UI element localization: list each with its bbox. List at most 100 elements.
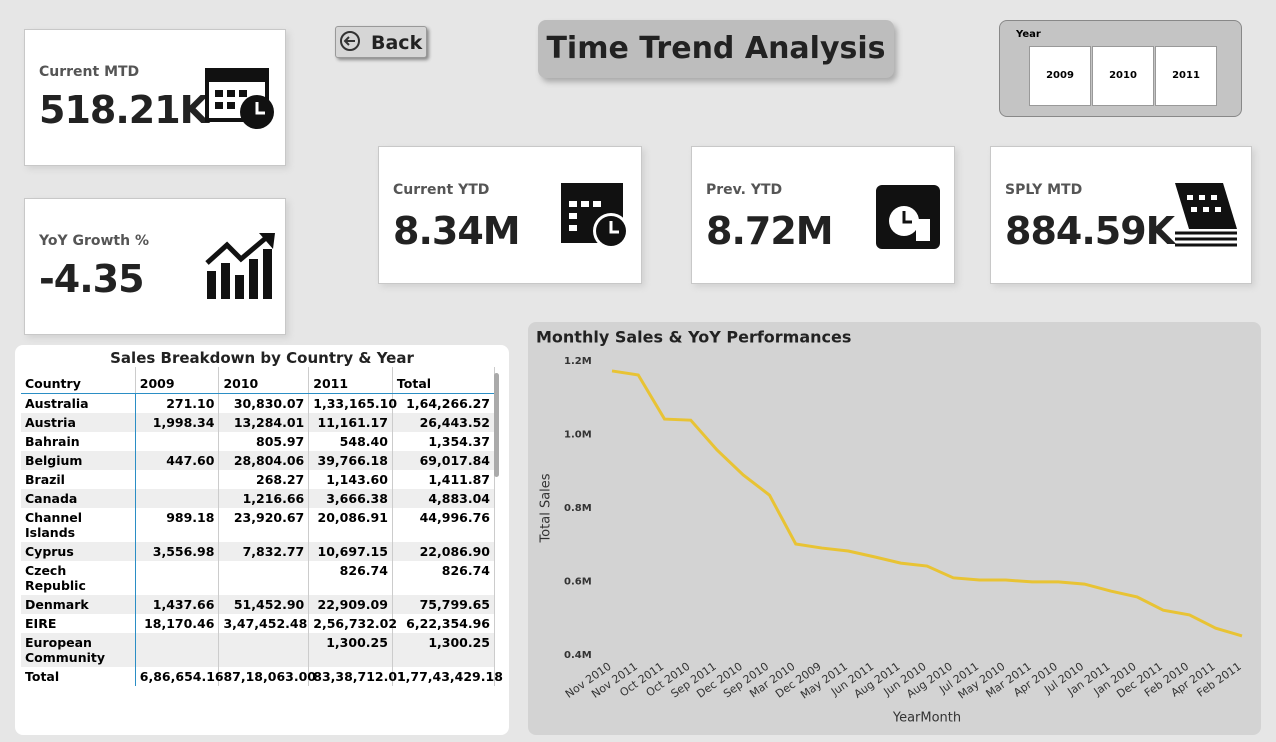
table-cell: 7,832.77 [218,542,310,561]
table-cell: 1,354.37 [392,432,496,451]
table-title: Sales Breakdown by Country & Year [110,349,414,367]
table-cell: 805.97 [218,432,310,451]
table-cell: 1,33,165.10 [308,393,397,413]
hourglass-icon [876,185,940,249]
table-cell: 18,170.46 [135,614,220,633]
slicer-option[interactable]: 2011 [1155,46,1217,106]
column-header: 2011 [308,367,393,394]
table-cell: 1,300.25 [308,633,393,667]
table-cell: 3,556.98 [135,542,220,561]
y-axis-label: Total Sales [539,473,554,543]
table-cell: 1,411.87 [392,470,496,489]
table-cell: 447.60 [135,451,220,470]
table-cell: Channel Islands [21,508,136,542]
table-cell: 1,300.25 [392,633,496,667]
total-cell: 1,77,43,429.18 [392,667,503,686]
back-button[interactable]: Back [335,26,427,58]
total-row: Total 6,86,654.16 87,18,063.00 83,38,712.01… [21,667,503,686]
table-cell [135,432,220,451]
table-cell [218,633,310,667]
table-row: EIRE 18,170.46 3,47,452.48 2,56,732.02 6,22,… [21,614,496,633]
y-tick-label: 1.0M [564,430,592,441]
year-slicer: Year 2009 2010 2011 [999,20,1242,117]
table-row: Denmark 1,437.66 51,452.90 22,909.09 75,799.… [21,595,496,614]
table-cell: 4,883.04 [392,489,496,508]
back-icon [340,31,360,51]
calendar-icon [205,68,274,129]
slicer-option[interactable]: 2009 [1029,46,1091,106]
table-cell: 826.74 [308,561,393,595]
table-cell: 548.40 [308,432,393,451]
table-cell: 20,086.91 [308,508,393,542]
kpi-card: YoY Growth % -4.35 [24,198,286,335]
table-cell: EIRE [21,614,136,633]
kpi-label: Current YTD [393,182,490,198]
table-panel: Sales Breakdown by Country & Year Countr… [15,345,509,735]
table-cell: 826.74 [392,561,496,595]
table-row: Austria 1,998.34 13,284.01 11,161.17 26,443.… [21,413,496,432]
growth-icon [205,233,275,299]
table-row: Bahrain 805.97 548.40 1,354.37 [21,432,496,451]
table-cell: Denmark [21,595,136,614]
table-cell: Belgium [21,451,136,470]
table-cell: 10,697.15 [308,542,393,561]
table-cell: 30,830.07 [218,393,310,413]
kpi-value: 884.59K [1005,209,1175,253]
table-cell: 271.10 [135,393,220,413]
kpi-label: SPLY MTD [1005,182,1083,198]
table-cell: 75,799.65 [392,595,496,614]
total-cell: 6,86,654.16 [135,667,224,686]
back-label: Back [371,32,423,54]
table-cell: 13,284.01 [218,413,310,432]
table-row: Channel Islands 989.18 23,920.67 20,086.91 4… [21,508,496,542]
x-axis-label: YearMonth [892,711,961,726]
table-cell: 22,909.09 [308,595,393,614]
slicer-option[interactable]: 2010 [1092,46,1154,106]
table-cell: 2,56,732.02 [308,614,397,633]
table-cell: 6,22,354.96 [392,614,496,633]
kpi-label: Prev. YTD [706,182,783,198]
kpi-card: SPLY MTD 884.59K [990,146,1252,284]
total-cell: Total [21,667,136,686]
total-cell: 87,18,063.00 [218,667,316,686]
table-cell: 3,47,452.48 [218,614,310,633]
table-row: Brazil 268.27 1,143.60 1,411.87 [21,470,496,489]
kpi-card: Prev. YTD 8.72M [691,146,955,284]
table-row: Australia 271.10 30,830.07 1,33,165.10 1,64,… [21,393,496,413]
y-tick-label: 0.8M [564,503,592,514]
table-cell: Canada [21,489,136,508]
table-cell: 1,998.34 [135,413,220,432]
table-cell [135,489,220,508]
table-cell: Brazil [21,470,136,489]
table-cell: 23,920.67 [218,508,310,542]
scrollbar[interactable] [494,373,499,477]
calendar-icon [561,183,629,249]
table-cell: 1,216.66 [218,489,310,508]
table-cell: Austria [21,413,136,432]
table-cell: 22,086.90 [392,542,496,561]
table-cell [218,561,310,595]
table-cell: 39,766.18 [308,451,393,470]
table-cell: Bahrain [21,432,136,451]
y-tick-label: 0.6M [564,577,592,588]
table-cell: 28,804.06 [218,451,310,470]
table-cell: Cyprus [21,542,136,561]
kpi-value: 8.34M [393,209,521,253]
kpi-label: YoY Growth % [39,233,149,249]
column-header: Country [21,367,136,394]
table-cell: 44,996.76 [392,508,496,542]
total-cell: 83,38,712.01 [308,667,406,686]
table-row: Belgium 447.60 28,804.06 39,766.18 69,017.84 [21,451,496,470]
kpi-card: Current MTD 518.21K [24,29,286,166]
table-cell: 51,452.90 [218,595,310,614]
table-header: Country 2009 2010 2011 Total [21,367,496,394]
column-header: Total [392,367,496,394]
table-cell: 26,443.52 [392,413,496,432]
column-header: 2010 [218,367,310,394]
table-cell: 268.27 [218,470,310,489]
table-cell: 11,161.17 [308,413,393,432]
page-title: Time Trend Analysis [538,20,894,78]
table-cell: 1,64,266.27 [392,393,496,413]
table-cell: 69,017.84 [392,451,496,470]
